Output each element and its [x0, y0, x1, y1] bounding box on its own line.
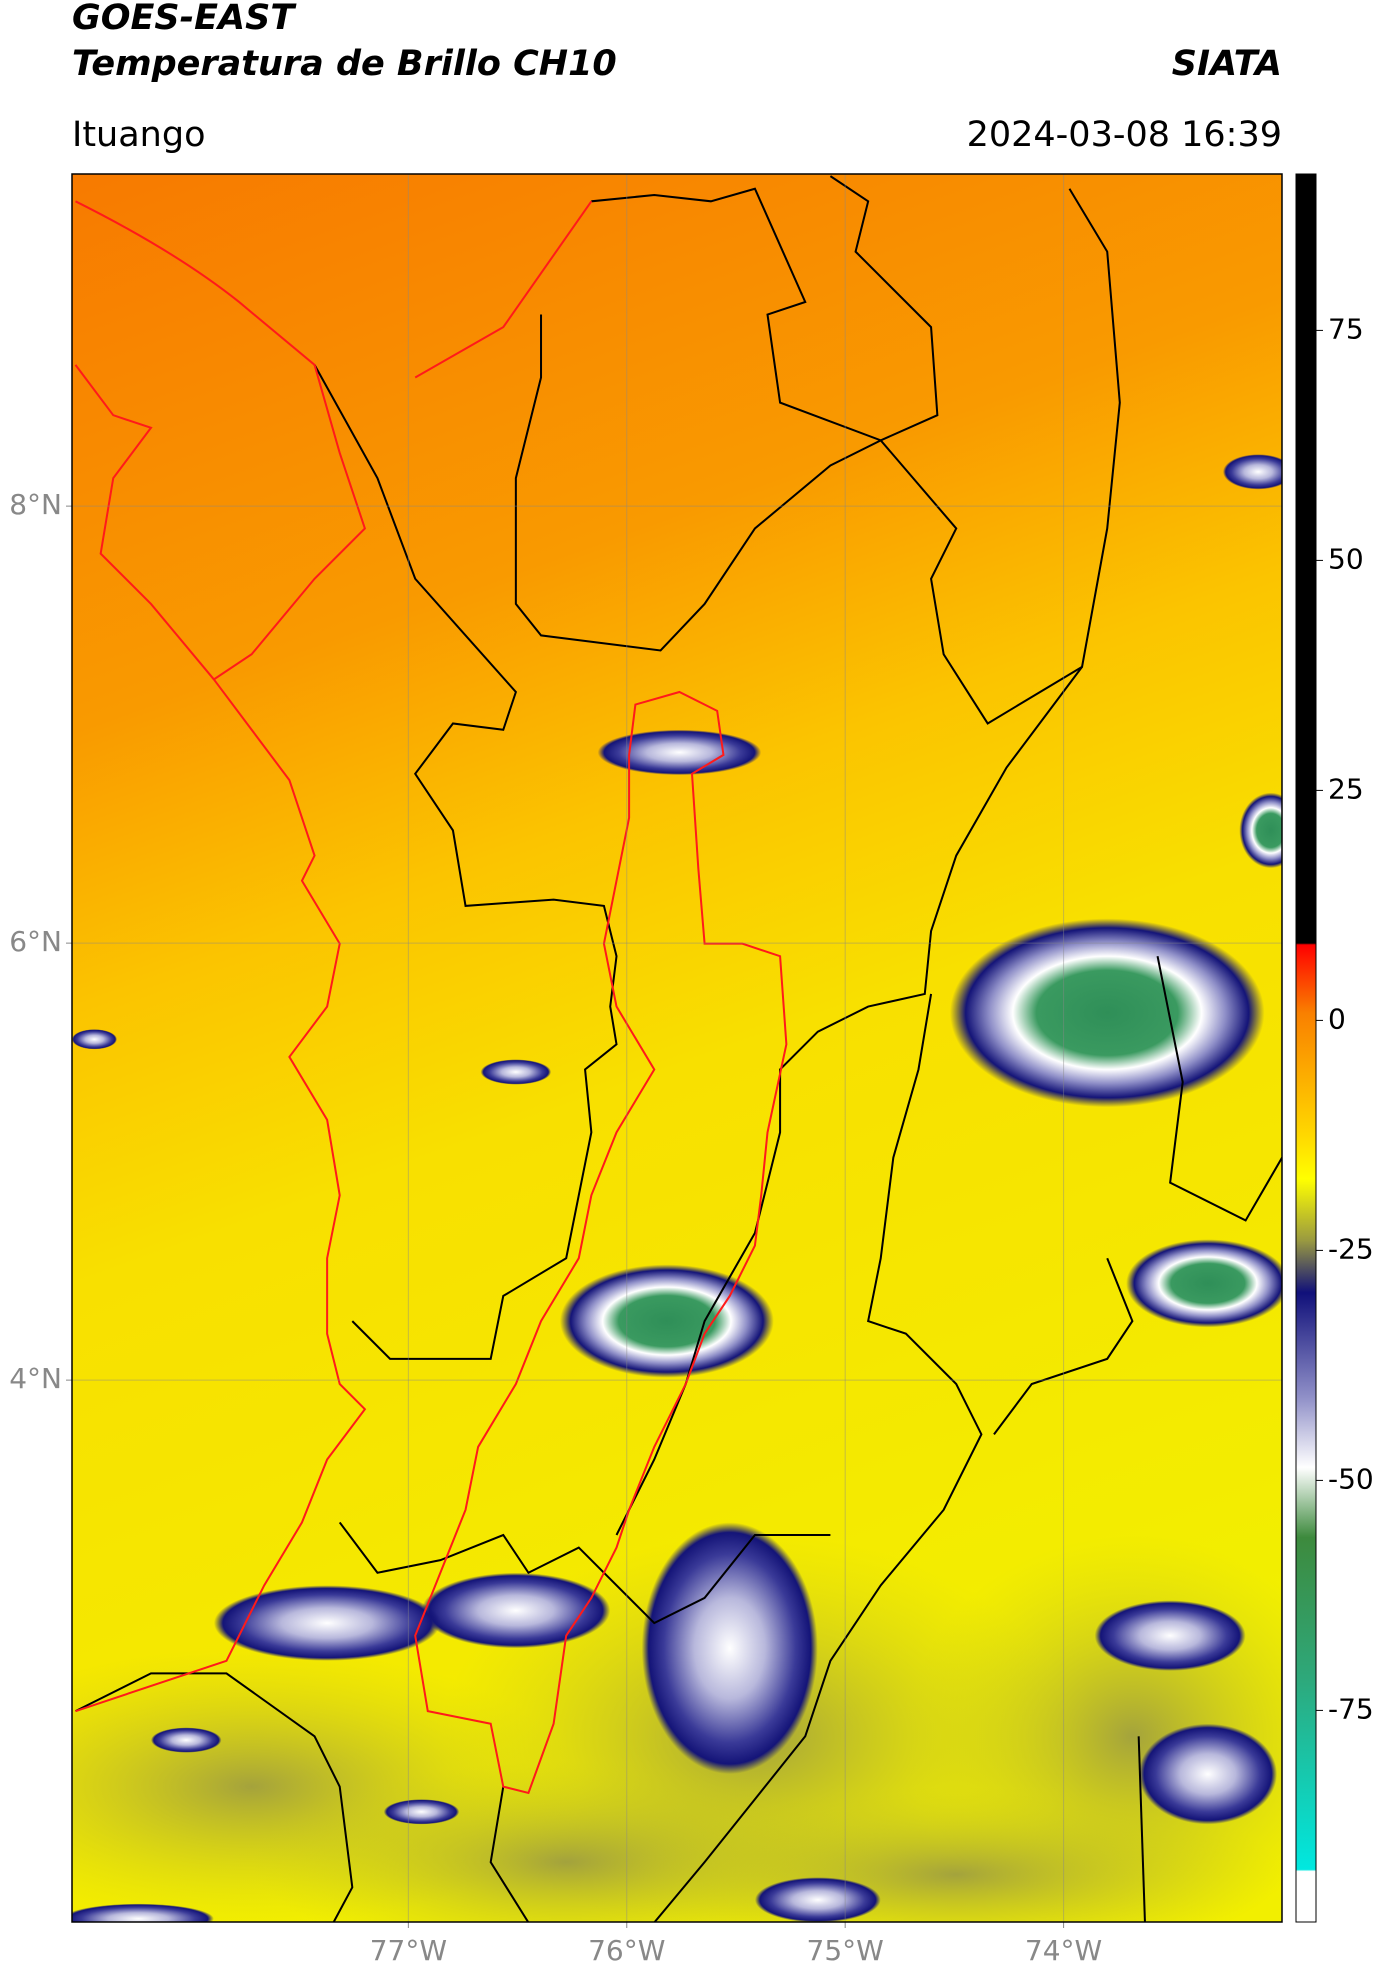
colorbar-tick-label: 0 — [1328, 1002, 1346, 1035]
x-tick-label: 76°W — [588, 1934, 665, 1967]
colorbar-tick-label: -25 — [1328, 1232, 1374, 1265]
imagery — [72, 175, 1282, 1922]
graticule — [66, 174, 1282, 1928]
colorbar-tick-label: 50 — [1328, 542, 1364, 575]
colorbar-tick-label: 75 — [1328, 312, 1364, 345]
y-tick-label: 8°N — [9, 488, 62, 521]
datetime: 2024-03-08 16:39 — [967, 115, 1282, 155]
source: SIATA — [1172, 44, 1282, 84]
y-tick-label: 4°N — [9, 1362, 62, 1395]
colorbar-tick-label: 25 — [1328, 772, 1364, 805]
y-tick-label: 6°N — [9, 925, 62, 958]
colorbar-tick-label: -75 — [1328, 1692, 1374, 1725]
map-frame — [71, 173, 1283, 1923]
subtitle: Temperatura de Brillo CH10 — [72, 44, 617, 84]
location: Ituango — [72, 115, 206, 155]
title: GOES-EAST — [72, 0, 297, 38]
colorbar — [1295, 173, 1317, 1923]
colorbar-tick-label: -50 — [1328, 1462, 1374, 1495]
x-tick-label: 74°W — [1025, 1934, 1102, 1967]
map — [72, 174, 1282, 1922]
x-tick-label: 77°W — [370, 1934, 447, 1967]
x-tick-label: 75°W — [807, 1934, 884, 1967]
